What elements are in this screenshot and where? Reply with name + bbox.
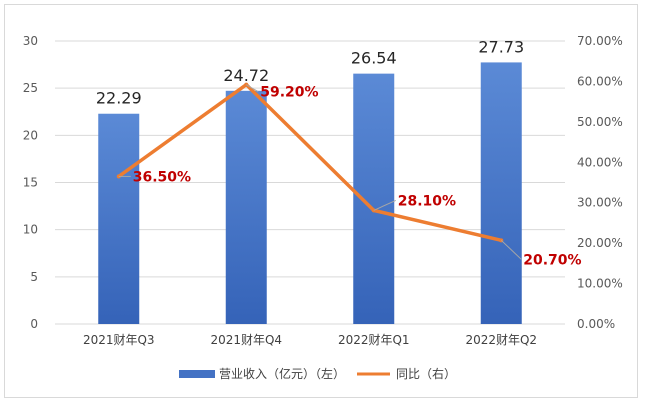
left-tick-label: 10 bbox=[23, 223, 38, 237]
left-tick-label: 5 bbox=[30, 270, 38, 284]
revenue-bar-label: 22.29 bbox=[96, 89, 142, 108]
revenue-bar-label: 26.54 bbox=[351, 49, 397, 68]
legend-bar-label: 营业收入（亿元）（左） bbox=[219, 366, 345, 381]
yoy-label: 20.70% bbox=[523, 252, 581, 268]
category-label: 2022财年Q1 bbox=[338, 333, 410, 347]
revenue-bar bbox=[225, 90, 267, 324]
category-label: 2021财年Q3 bbox=[83, 333, 155, 347]
yoy-label: 36.50% bbox=[133, 169, 191, 185]
revenue-bar bbox=[480, 62, 522, 324]
right-tick-label: 30.00% bbox=[577, 196, 623, 210]
right-tick-label: 40.00% bbox=[577, 155, 623, 169]
revenue-bar-label: 27.73 bbox=[478, 37, 524, 56]
yoy-labels: 36.50% 59.20% 28.10% 20.70% bbox=[118, 84, 582, 268]
legend-line-label: 同比（右） bbox=[396, 366, 456, 381]
left-tick-label: 25 bbox=[23, 81, 38, 95]
revenue-bar bbox=[353, 73, 395, 324]
left-tick-label: 20 bbox=[23, 128, 38, 142]
category-axis: 2021财年Q3 2021财年Q4 2022财年Q1 2022财年Q2 bbox=[83, 333, 537, 347]
yoy-leader-line bbox=[500, 239, 522, 260]
revenue-bars bbox=[98, 62, 522, 324]
yoy-label: 28.10% bbox=[398, 193, 456, 209]
right-tick-label: 0.00% bbox=[577, 317, 615, 331]
right-tick-label: 70.00% bbox=[577, 34, 623, 48]
right-axis: 0.00% 10.00% 20.00% 30.00% 40.00% 50.00% 60.00… bbox=[577, 34, 623, 331]
yoy-line-group bbox=[116, 82, 504, 243]
right-tick-label: 50.00% bbox=[577, 115, 623, 129]
left-tick-label: 15 bbox=[23, 176, 38, 190]
left-tick-label: 0 bbox=[30, 317, 38, 331]
right-tick-label: 60.00% bbox=[577, 74, 623, 88]
revenue-labels: 22.29 24.72 26.54 27.73 bbox=[96, 37, 524, 107]
yoy-leader-line bbox=[373, 199, 396, 211]
gridlines bbox=[55, 40, 565, 325]
yoy-label: 59.20% bbox=[260, 85, 318, 101]
category-label: 2021财年Q4 bbox=[210, 333, 282, 347]
chart-frame bbox=[4, 4, 638, 398]
right-tick-label: 10.00% bbox=[577, 277, 623, 291]
category-label: 2022财年Q2 bbox=[465, 333, 537, 347]
revenue-bar bbox=[98, 113, 140, 324]
yoy-line bbox=[117, 82, 503, 243]
left-tick-label: 30 bbox=[23, 34, 38, 48]
right-tick-label: 20.00% bbox=[577, 236, 623, 250]
legend: 营业收入（亿元）（左） 同比（右） bbox=[179, 366, 456, 381]
left-axis: 0 5 10 15 20 25 30 bbox=[23, 34, 38, 331]
revenue-bar-label: 24.72 bbox=[223, 66, 269, 85]
legend-bar-swatch bbox=[179, 370, 215, 378]
yoy-leader-line bbox=[245, 84, 259, 93]
